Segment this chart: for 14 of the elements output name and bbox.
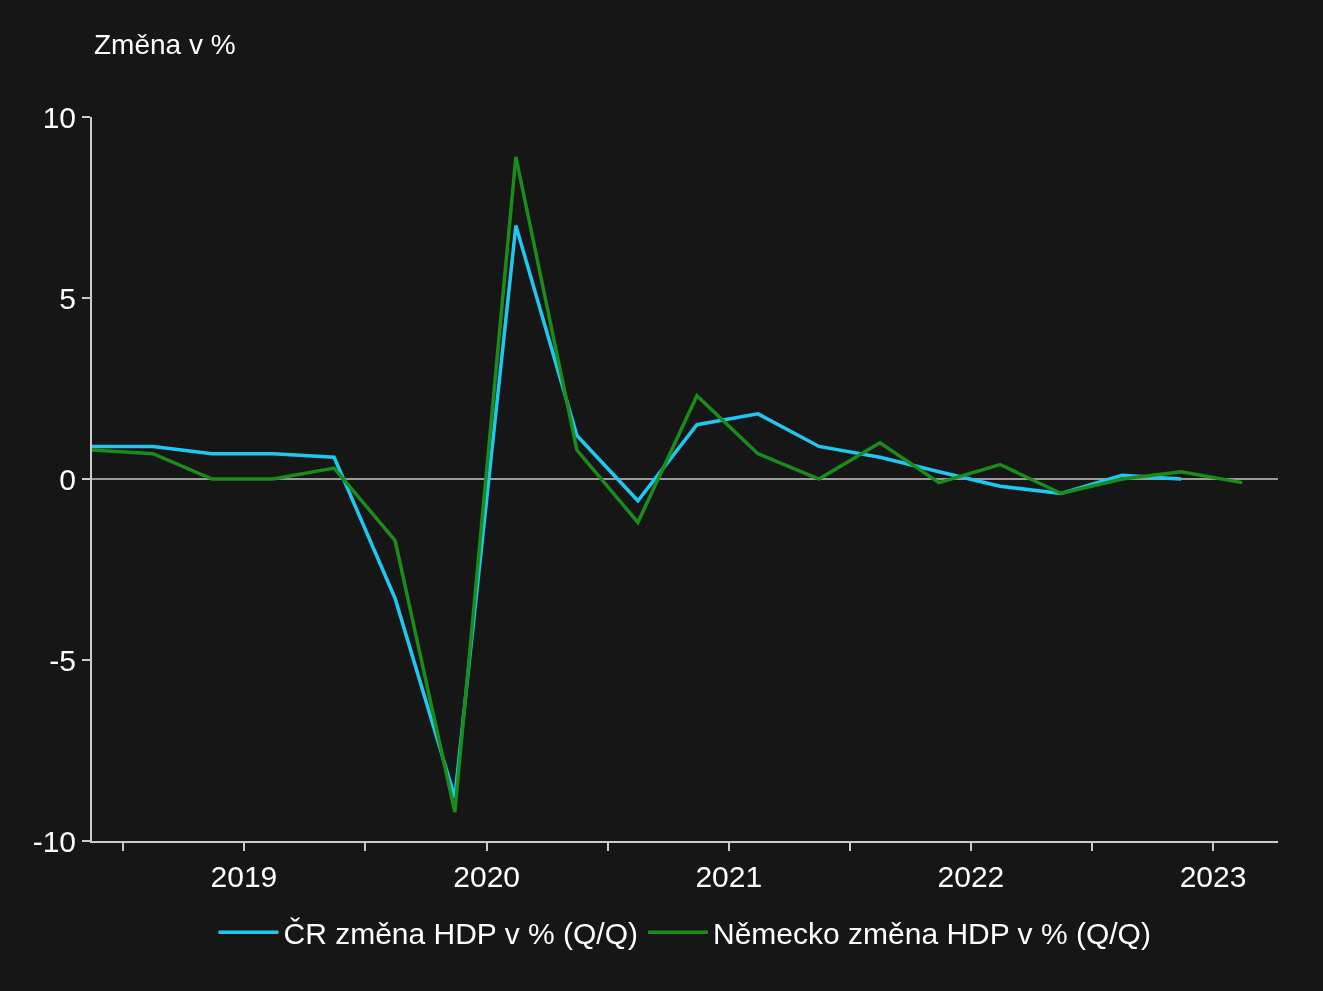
x-tick-label: 2021 [695,860,763,893]
y-tick-label: 10 [42,100,76,134]
y-tick-label: 0 [59,462,76,496]
y-tick-label: 5 [59,281,76,315]
x-tick-label: 2023 [1179,860,1247,893]
line-series [92,155,1244,814]
x-tick-label: 2022 [937,860,1005,893]
legend-label: Německo změna HDP v % (Q/Q) [713,916,1151,950]
x-tick-label: 2020 [453,860,521,893]
y-tick-label: -5 [49,643,76,677]
y-tick-label: -10 [32,824,76,858]
legend-label: ČR změna HDP v % (Q/Q) [283,916,639,950]
y-axis-title: Změna v % [94,29,236,60]
x-tick-label: 2019 [210,860,278,893]
